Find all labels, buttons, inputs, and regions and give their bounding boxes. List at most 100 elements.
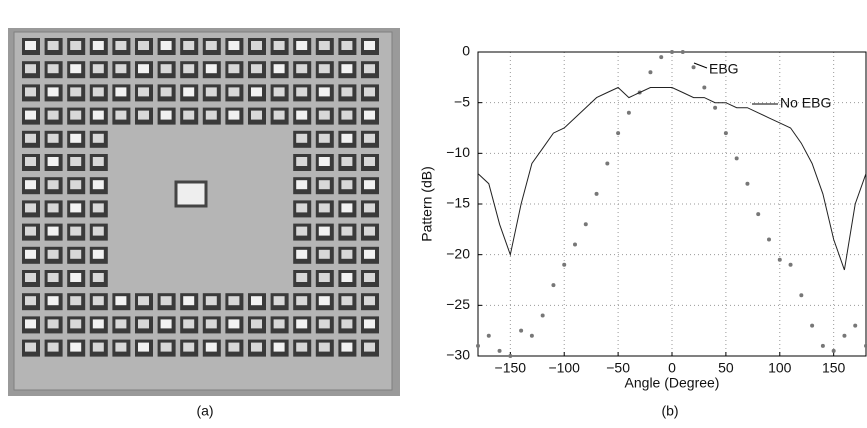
pad-highlight	[251, 342, 262, 352]
pad-highlight	[364, 133, 375, 143]
data-point	[734, 156, 739, 161]
pad-highlight	[47, 249, 59, 259]
pad-highlight	[251, 41, 262, 50]
pad-highlight	[364, 273, 375, 282]
pad-highlight	[296, 226, 308, 236]
data-point	[831, 348, 836, 353]
data-point	[680, 50, 685, 54]
data-point	[691, 65, 696, 70]
pad-highlight	[47, 64, 59, 74]
pad-highlight	[47, 41, 59, 50]
pad-highlight	[296, 273, 308, 282]
data-point	[508, 354, 513, 358]
data-point	[605, 161, 610, 166]
data-point	[810, 323, 815, 328]
pad-highlight	[273, 64, 285, 74]
pad-highlight	[364, 87, 375, 97]
pad-highlight	[70, 87, 82, 97]
pad-highlight	[92, 133, 104, 143]
pad-highlight	[160, 319, 172, 329]
pad-highlight	[228, 64, 240, 74]
data-point	[486, 333, 491, 338]
pad-highlight	[138, 41, 149, 50]
pad-highlight	[341, 249, 353, 259]
pad-highlight	[341, 87, 353, 97]
pad-highlight	[341, 273, 353, 282]
y-tick-label: 0	[462, 43, 470, 59]
pad-highlight	[228, 41, 240, 50]
pad-highlight	[205, 41, 217, 50]
pad-highlight	[364, 249, 375, 259]
pad-highlight	[296, 133, 308, 143]
pad-highlight	[205, 296, 217, 306]
pad-highlight	[47, 133, 59, 143]
data-point	[853, 323, 858, 328]
pad-highlight	[205, 110, 217, 120]
pad-highlight	[364, 157, 375, 166]
pad-highlight	[70, 180, 82, 190]
data-point	[626, 110, 631, 115]
pad-highlight	[341, 41, 353, 50]
data-point	[799, 293, 804, 298]
pad-highlight	[138, 110, 149, 120]
pad-highlight	[364, 226, 375, 236]
pad-highlight	[341, 226, 353, 236]
pad-highlight	[364, 319, 375, 329]
pad-highlight	[273, 41, 285, 50]
pad-highlight	[115, 342, 127, 352]
pad-highlight	[70, 64, 82, 74]
pad-highlight	[341, 319, 353, 329]
pad-highlight	[183, 319, 195, 329]
pad-highlight	[296, 157, 308, 166]
pad-highlight	[296, 203, 308, 213]
y-tick-label: −5	[454, 93, 470, 109]
pad-highlight	[160, 342, 172, 352]
pad-highlight	[341, 110, 353, 120]
pad-highlight	[273, 342, 285, 352]
pad-highlight	[25, 180, 36, 190]
pad-highlight	[341, 180, 353, 190]
pad-highlight	[138, 64, 149, 74]
pad-highlight	[25, 133, 36, 143]
pad-highlight	[92, 249, 104, 259]
pad-highlight	[183, 296, 195, 306]
pad-highlight	[318, 180, 330, 190]
pad-highlight	[183, 87, 195, 97]
data-point	[702, 85, 707, 90]
pad-highlight	[115, 64, 127, 74]
pad-highlight	[318, 249, 330, 259]
pad-highlight	[318, 273, 330, 282]
pad-highlight	[183, 342, 195, 352]
pad-highlight	[296, 41, 308, 50]
pad-highlight	[273, 110, 285, 120]
pad-highlight	[70, 110, 82, 120]
pad-highlight	[341, 64, 353, 74]
pad-highlight	[47, 110, 59, 120]
pad-highlight	[138, 296, 149, 306]
data-point	[519, 328, 524, 333]
pad-highlight	[25, 41, 36, 50]
pad-highlight	[25, 226, 36, 236]
pad-highlight	[47, 180, 59, 190]
data-point	[777, 257, 782, 262]
pad-highlight	[318, 133, 330, 143]
data-point	[573, 242, 577, 247]
pad-highlight	[341, 296, 353, 306]
pad-highlight	[47, 226, 59, 236]
x-tick-label: −100	[548, 360, 580, 376]
pad-highlight	[70, 249, 82, 259]
data-point	[551, 283, 556, 288]
pad-highlight	[364, 110, 375, 120]
data-point	[497, 348, 502, 353]
pad-highlight	[92, 64, 104, 74]
pad-highlight	[25, 110, 36, 120]
pad-highlight	[47, 273, 59, 282]
x-tick-label: −50	[606, 360, 630, 376]
data-point	[616, 131, 621, 136]
pad-highlight	[70, 157, 82, 166]
pad-highlight	[251, 87, 262, 97]
pad-highlight	[318, 226, 330, 236]
pad-highlight	[70, 133, 82, 143]
pad-highlight	[47, 296, 59, 306]
pad-highlight	[364, 180, 375, 190]
